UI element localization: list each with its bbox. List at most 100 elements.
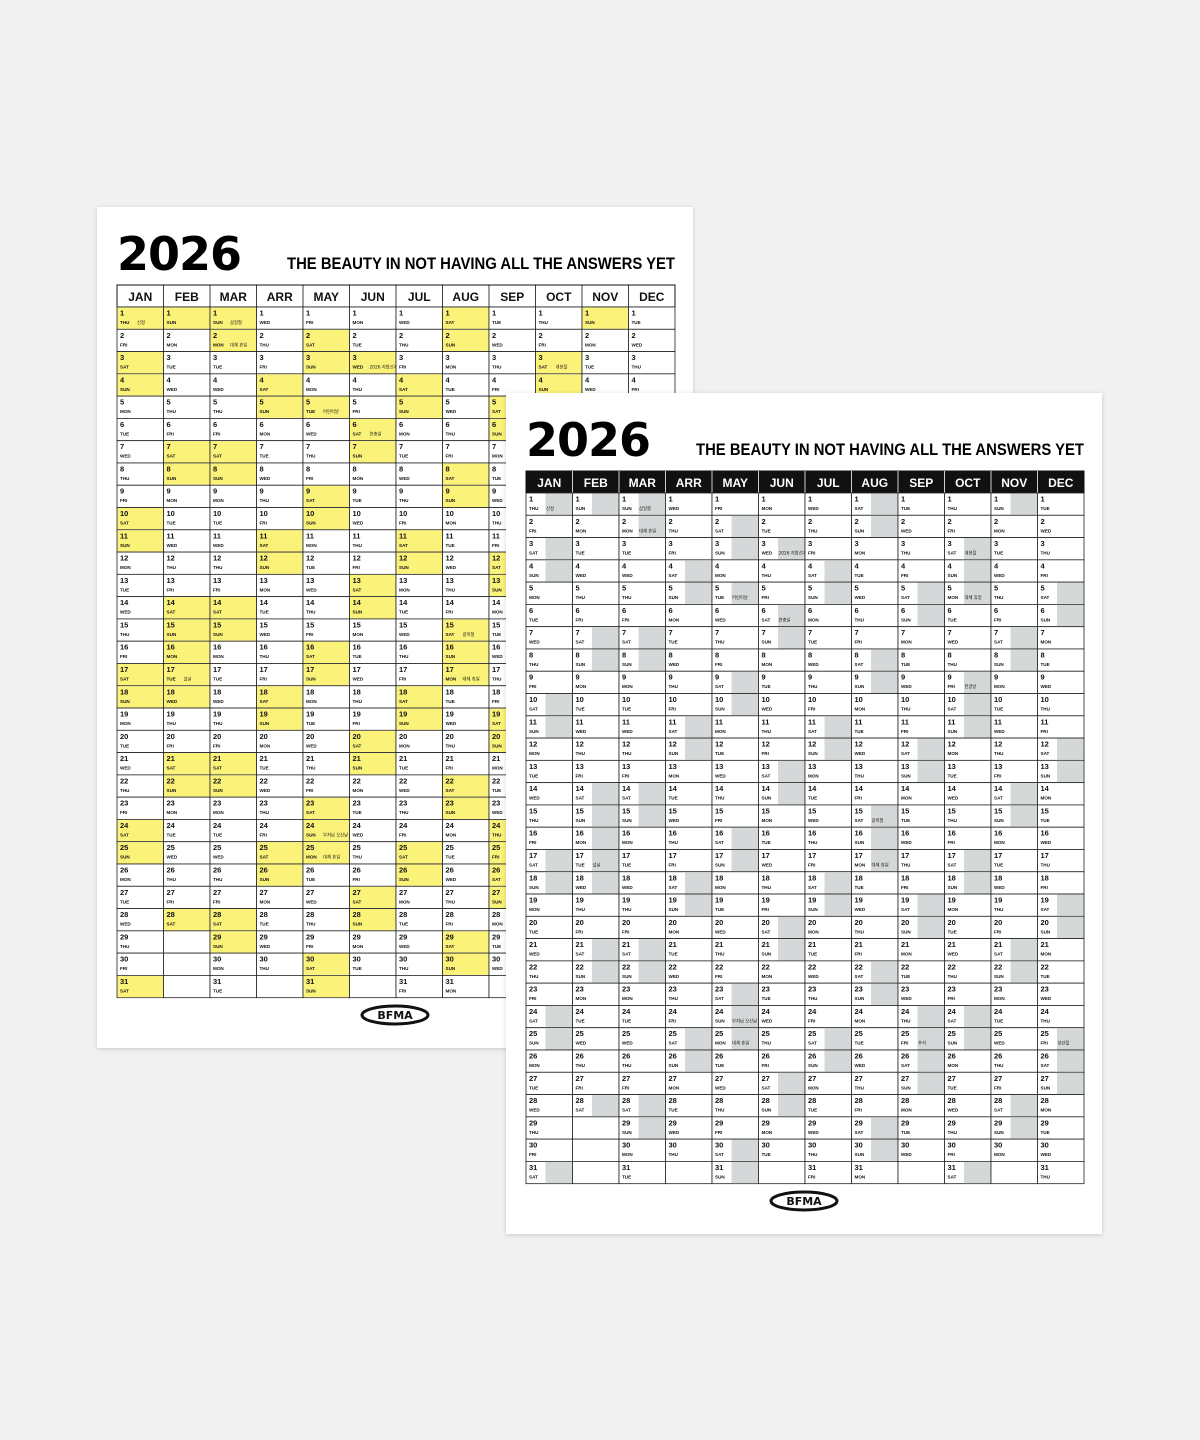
- weekday: SAT: [353, 431, 362, 436]
- day-highlight: [117, 352, 163, 374]
- day-highlight: [778, 1072, 805, 1095]
- weekday: MON: [399, 743, 410, 748]
- day-number: 24: [901, 1007, 910, 1016]
- weekday: WED: [529, 952, 540, 957]
- weekday: TUE: [260, 766, 269, 771]
- day-highlight: [592, 1095, 619, 1117]
- weekday: FRI: [1041, 573, 1048, 578]
- day-highlight: [164, 307, 210, 329]
- weekday: MON: [576, 840, 587, 845]
- day-highlight: [1010, 627, 1037, 649]
- day-number: 3: [948, 539, 952, 548]
- weekday: MON: [622, 996, 633, 1001]
- day-number: 7: [948, 628, 952, 637]
- weekday: SUN: [669, 751, 679, 756]
- weekday: THU: [213, 565, 223, 570]
- weekday: THU: [120, 320, 130, 325]
- day-highlight: [443, 797, 489, 819]
- day-number: 28: [260, 910, 268, 919]
- day-number: 10: [576, 695, 584, 704]
- day-number: 28: [762, 1096, 770, 1105]
- month-name: NOV: [592, 290, 618, 304]
- month-name: AUG: [452, 290, 479, 304]
- day-cell: [572, 1138, 620, 1162]
- weekday: FRI: [492, 387, 499, 392]
- day-number: 15: [948, 806, 956, 815]
- weekday: MON: [622, 840, 633, 845]
- weekday: TUE: [213, 365, 222, 370]
- day-number: 20: [762, 918, 770, 927]
- day-number: 1: [167, 309, 171, 318]
- day-number: 7: [1041, 628, 1045, 637]
- day-number: 15: [622, 806, 630, 815]
- weekday: TUE: [669, 952, 678, 957]
- day-number: 19: [901, 896, 909, 905]
- weekday: MON: [808, 617, 819, 622]
- weekday: MON: [994, 1152, 1005, 1157]
- day-highlight: [917, 1050, 944, 1072]
- day-number: 22: [260, 776, 268, 785]
- weekday: WED: [213, 855, 224, 860]
- day-number: 21: [306, 754, 314, 763]
- day-number: 25: [994, 1029, 1002, 1038]
- day-number: 8: [260, 464, 264, 473]
- day-number: 4: [1041, 561, 1046, 570]
- day-number: 18: [715, 873, 723, 882]
- poster-tagline: THE BEAUTY IN NOT HAVING ALL THE ANSWERS…: [696, 440, 1085, 459]
- weekday: SAT: [260, 855, 269, 860]
- weekday: FRI: [399, 676, 406, 681]
- weekday: MON: [855, 551, 866, 556]
- weekday: MON: [669, 1085, 680, 1090]
- weekday: THU: [808, 996, 818, 1001]
- day-number: 5: [167, 398, 171, 407]
- day-number: 12: [808, 740, 816, 749]
- day-number: 18: [492, 687, 500, 696]
- day-number: 5: [492, 398, 496, 407]
- day-number: 14: [120, 598, 129, 607]
- weekday: SUN: [669, 595, 679, 600]
- weekday: MON: [901, 796, 912, 801]
- day-number: 3: [120, 353, 124, 362]
- day-number: 4: [576, 561, 581, 570]
- day-highlight: [443, 641, 489, 663]
- day-number: 17: [529, 851, 537, 860]
- day-highlight: [350, 909, 396, 931]
- weekday: THU: [948, 506, 958, 511]
- day-highlight: [824, 716, 851, 738]
- day-number: 4: [715, 561, 720, 570]
- weekday: THU: [715, 1108, 725, 1113]
- day-number: 8: [855, 650, 859, 659]
- weekday: SUN: [808, 907, 818, 912]
- day-number: 8: [622, 650, 626, 659]
- day-highlight: [164, 686, 210, 708]
- day-number: 17: [622, 851, 630, 860]
- weekday: TUE: [167, 676, 176, 681]
- day-number: 23: [492, 799, 500, 808]
- day-highlight: [685, 560, 712, 582]
- weekday: SAT: [715, 1152, 724, 1157]
- day-number: 22: [529, 962, 537, 971]
- weekday: SUN: [539, 387, 549, 392]
- day-number: 20: [529, 918, 537, 927]
- weekday: FRI: [539, 342, 546, 347]
- day-number: 28: [529, 1096, 537, 1105]
- day-number: 29: [855, 1118, 863, 1127]
- weekday: WED: [306, 431, 317, 436]
- day-number: 8: [715, 650, 719, 659]
- day-number: 22: [715, 962, 723, 971]
- weekday: FRI: [306, 476, 313, 481]
- day-highlight: [164, 663, 210, 686]
- weekday: MON: [492, 766, 503, 771]
- day-highlight: [545, 493, 572, 515]
- weekday: FRI: [901, 1041, 908, 1046]
- day-number: 3: [539, 353, 543, 362]
- weekday: TUE: [120, 743, 129, 748]
- weekday: FRI: [948, 684, 955, 689]
- logo-text: BFMA: [786, 1195, 822, 1208]
- weekday: SAT: [855, 818, 864, 823]
- weekday: SAT: [994, 1108, 1003, 1113]
- weekday: SUN: [1041, 773, 1051, 778]
- day-number: 8: [529, 650, 533, 659]
- day-number: 30: [446, 955, 454, 964]
- day-highlight: [164, 641, 210, 663]
